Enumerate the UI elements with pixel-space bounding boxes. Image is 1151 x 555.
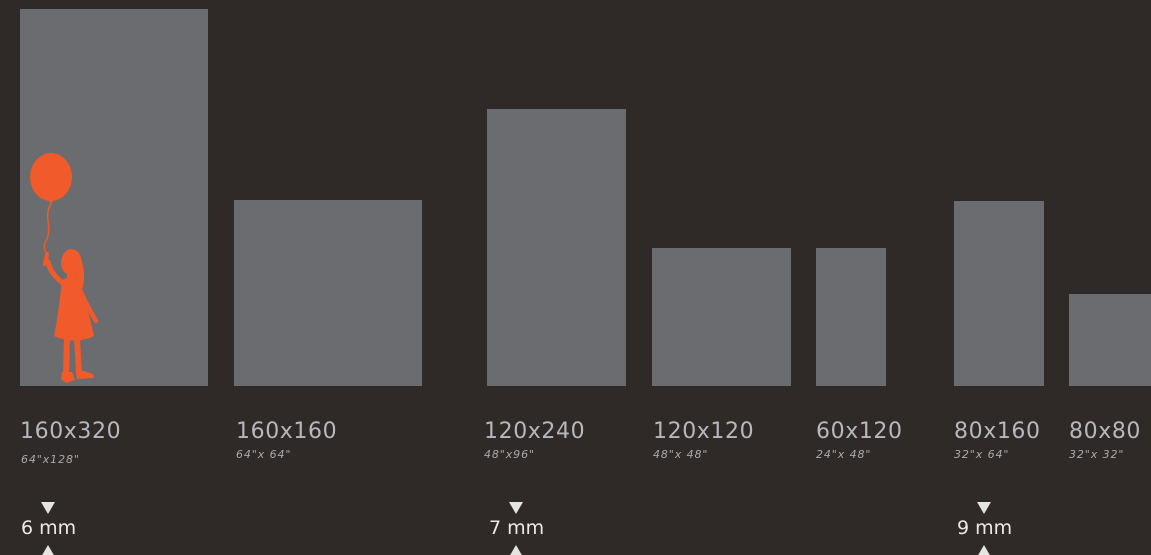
size-label-80x160: 80x160: [954, 419, 1041, 444]
inch-label-120x120: 48"x 48": [653, 448, 709, 461]
inch-label-120x240: 48"x96": [484, 448, 535, 461]
inch-label-60x120: 24"x 48": [816, 448, 872, 461]
thickness-marker-9mm: 9 mm: [957, 502, 1027, 555]
size-label-160x320: 160x320: [20, 419, 122, 444]
slab-60x120: [816, 248, 886, 386]
triangle-down-icon: [977, 502, 991, 514]
slab-80x80: [1069, 294, 1151, 386]
inch-label-80x160: 32"x 64": [954, 448, 1010, 461]
thickness-label: 9 mm: [957, 517, 1013, 539]
triangle-up-icon: [41, 545, 55, 555]
size-label-160x160: 160x160: [236, 419, 338, 444]
slab-160x160: [234, 200, 422, 386]
inch-label-160x160: 64"x 64": [236, 448, 292, 461]
slab-120x120: [652, 248, 791, 386]
triangle-up-icon: [977, 545, 991, 555]
thickness-label: 7 mm: [489, 517, 545, 539]
thickness-marker-7mm: 7 mm: [489, 502, 559, 555]
triangle-down-icon: [41, 502, 55, 514]
triangle-down-icon: [509, 502, 523, 514]
thickness-marker-6mm: 6 mm: [21, 502, 91, 555]
slab-120x240: [487, 109, 626, 386]
size-label-120x120: 120x120: [653, 419, 755, 444]
inch-label-160x320: 64"x128": [21, 453, 80, 466]
triangle-up-icon: [509, 545, 523, 555]
girl-with-balloon-icon: [30, 153, 99, 383]
thickness-label: 6 mm: [21, 517, 77, 539]
inch-label-80x80: 32"x 32": [1069, 448, 1125, 461]
size-label-60x120: 60x120: [816, 419, 903, 444]
slab-80x160: [954, 201, 1044, 386]
size-label-120x240: 120x240: [484, 419, 586, 444]
size-label-80x80: 80x80: [1069, 419, 1142, 444]
